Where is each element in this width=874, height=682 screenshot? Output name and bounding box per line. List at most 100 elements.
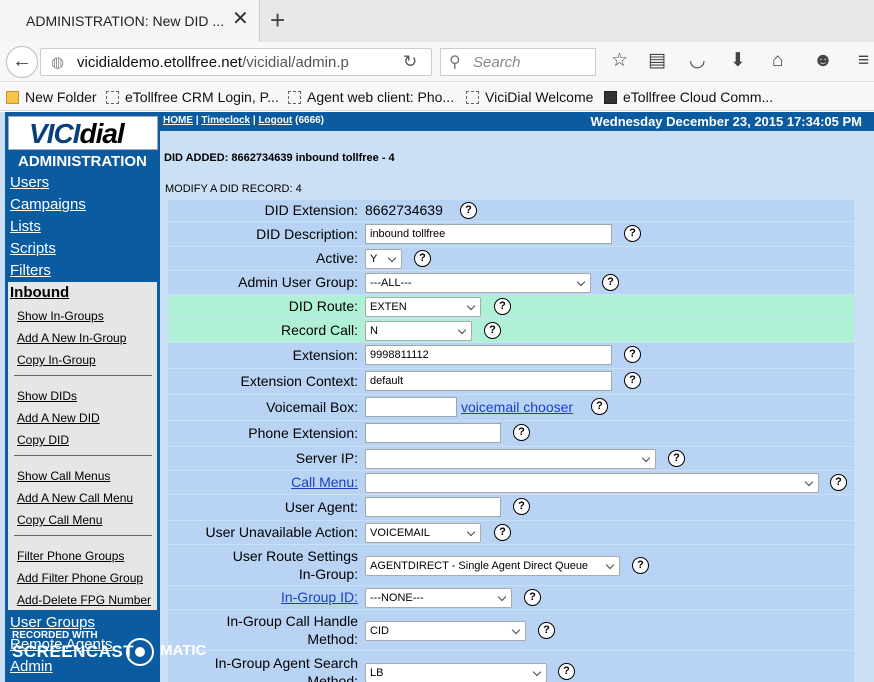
show-in-groups-link[interactable]: Show In-Groups: [17, 309, 104, 323]
voicemail-chooser-link[interactable]: voicemail chooser: [461, 399, 574, 415]
home-icon[interactable]: ⌂: [772, 50, 784, 71]
copy-in-group-link[interactable]: Copy In-Group: [17, 353, 96, 367]
new-tab-icon[interactable]: +: [270, 5, 286, 35]
home-link[interactable]: HOME: [163, 115, 193, 126]
bookmark-item[interactable]: eTollfree Cloud Comm...: [604, 89, 773, 105]
sidebar-item-filters[interactable]: Filters: [10, 262, 51, 279]
server-ip-select[interactable]: [365, 449, 656, 469]
help-icon[interactable]: ?: [624, 225, 641, 242]
sidebar-item-user-groups[interactable]: User Groups: [10, 614, 96, 631]
download-icon[interactable]: ⬇: [730, 50, 746, 71]
sidebar-item-inbound[interactable]: Inbound: [10, 284, 70, 301]
help-icon[interactable]: ?: [513, 424, 530, 441]
sidebar-item-campaigns[interactable]: Campaigns: [10, 196, 86, 213]
help-icon[interactable]: ?: [830, 474, 847, 491]
extension-input[interactable]: 9998811112: [365, 345, 612, 365]
reload-icon[interactable]: ↻: [403, 52, 418, 71]
did-route-label: DID Route:: [288, 298, 358, 314]
record-call-row: Record Call: N ?: [168, 319, 854, 342]
did-extension-value: 8662734639: [365, 202, 443, 218]
bookmark-item[interactable]: New Folder: [6, 89, 97, 105]
server-ip-row: Server IP: ?: [168, 447, 854, 470]
help-icon[interactable]: ?: [624, 346, 641, 363]
admin-user-group-select[interactable]: ---ALL---: [365, 273, 591, 293]
help-icon[interactable]: ?: [513, 498, 530, 515]
user-agent-input[interactable]: [365, 497, 501, 517]
filter-phone-groups-link[interactable]: Filter Phone Groups: [17, 549, 125, 563]
back-arrow-icon[interactable]: ←: [6, 46, 38, 78]
help-icon[interactable]: ?: [538, 622, 555, 639]
record-call-label: Record Call:: [280, 322, 358, 338]
browser-tab[interactable]: ADMINISTRATION: New DID ... ✕: [0, 0, 260, 42]
reading-list-icon[interactable]: ▤: [648, 50, 666, 71]
current-datetime: Wednesday December 23, 2015 17:34:05 PM: [590, 114, 862, 129]
user-route-settings-label: User Route Settings: [232, 548, 358, 564]
in-group-call-handle-select[interactable]: CID: [365, 621, 526, 641]
sidebar-item-lists[interactable]: Lists: [10, 218, 41, 235]
help-icon[interactable]: ?: [558, 663, 575, 680]
sidebar-item-remote-agents[interactable]: Remote Agents: [10, 636, 113, 653]
sidebar-item-admin[interactable]: Admin: [10, 658, 53, 675]
search-input[interactable]: ⚲ Search: [440, 48, 596, 76]
extension-row: Extension: 9998811112 ?: [168, 343, 854, 368]
extension-context-input[interactable]: default: [365, 371, 612, 391]
sidebar-item-users[interactable]: Users: [10, 174, 50, 191]
bookmark-item[interactable]: ViciDial Welcome: [466, 89, 593, 105]
did-route-select[interactable]: EXTEN: [365, 297, 481, 317]
server-ip-label: Server IP:: [295, 450, 358, 466]
tab-title: ADMINISTRATION: New DID ...: [26, 13, 225, 29]
add-filter-phone-group-link[interactable]: Add Filter Phone Group: [17, 571, 144, 585]
record-call-select[interactable]: N: [365, 321, 472, 341]
menu-icon[interactable]: ≡: [858, 50, 870, 71]
help-icon[interactable]: ?: [494, 298, 511, 315]
show-dids-link[interactable]: Show DIDs: [17, 389, 78, 403]
phone-extension-input[interactable]: [365, 423, 501, 443]
help-icon[interactable]: ?: [494, 524, 511, 541]
search-icon: ⚲: [449, 54, 461, 71]
in-group-agent-search-row: In-Group Agent Search Method: LB ?: [168, 651, 854, 682]
help-icon[interactable]: ?: [524, 589, 541, 606]
help-icon[interactable]: ?: [414, 250, 431, 267]
extension-context-row: Extension Context: default ?: [168, 369, 854, 394]
in-group-id-label[interactable]: In-Group ID:: [280, 589, 358, 605]
divider: [14, 455, 152, 456]
help-icon[interactable]: ?: [668, 450, 685, 467]
in-group-agent-search-select[interactable]: LB: [365, 663, 547, 682]
voicemail-box-row: Voicemail Box: voicemail chooser ?: [168, 395, 854, 420]
call-menu-label[interactable]: Call Menu:: [291, 474, 358, 490]
admin-user-group-row: Admin User Group: ---ALL--- ?: [168, 271, 854, 294]
timeclock-link[interactable]: Timeclock: [201, 115, 251, 126]
close-tab-icon[interactable]: ✕: [232, 8, 249, 30]
add-delete-fpg-link[interactable]: Add-Delete FPG Number: [17, 593, 152, 607]
add-did-link[interactable]: Add A New DID: [17, 411, 100, 425]
copy-did-link[interactable]: Copy DID: [17, 433, 70, 447]
sidebar-item-scripts[interactable]: Scripts: [10, 240, 56, 257]
show-call-menus-link[interactable]: Show Call Menus: [17, 469, 111, 483]
voicemail-box-input[interactable]: [365, 397, 457, 417]
vicidial-logo[interactable]: VICIdial: [8, 116, 158, 150]
pocket-icon[interactable]: ◡: [689, 50, 706, 71]
emoji-icon[interactable]: ☻: [813, 50, 833, 71]
logout-link[interactable]: Logout: [258, 115, 293, 126]
in-group-id-select[interactable]: ---NONE---: [365, 588, 512, 608]
help-icon[interactable]: ?: [484, 322, 501, 339]
user-unavailable-action-select[interactable]: VOICEMAIL: [365, 523, 481, 543]
phone-extension-row: Phone Extension: ?: [168, 421, 854, 446]
help-icon[interactable]: ?: [602, 274, 619, 291]
active-select[interactable]: Y: [365, 249, 402, 269]
bookmark-item[interactable]: eTollfree CRM Login, P...: [106, 89, 279, 105]
star-icon[interactable]: ☆: [611, 50, 629, 71]
active-label: Active:: [315, 250, 358, 266]
help-icon[interactable]: ?: [624, 372, 641, 389]
call-menu-select[interactable]: [365, 473, 819, 493]
bookmark-item[interactable]: Agent web client: Pho...: [288, 89, 454, 105]
help-icon[interactable]: ?: [632, 557, 649, 574]
copy-call-menu-link[interactable]: Copy Call Menu: [17, 513, 103, 527]
add-call-menu-link[interactable]: Add A New Call Menu: [17, 491, 134, 505]
help-icon[interactable]: ?: [460, 202, 477, 219]
add-in-group-link[interactable]: Add A New In-Group: [17, 331, 127, 345]
did-description-input[interactable]: inbound tollfree: [365, 224, 612, 244]
url-bar[interactable]: ◍ vicidialdemo.etollfree.net/vicidial/ad…: [40, 48, 432, 76]
help-icon[interactable]: ?: [591, 398, 608, 415]
user-route-settings-select[interactable]: AGENTDIRECT - Single Agent Direct Queue: [365, 556, 620, 576]
